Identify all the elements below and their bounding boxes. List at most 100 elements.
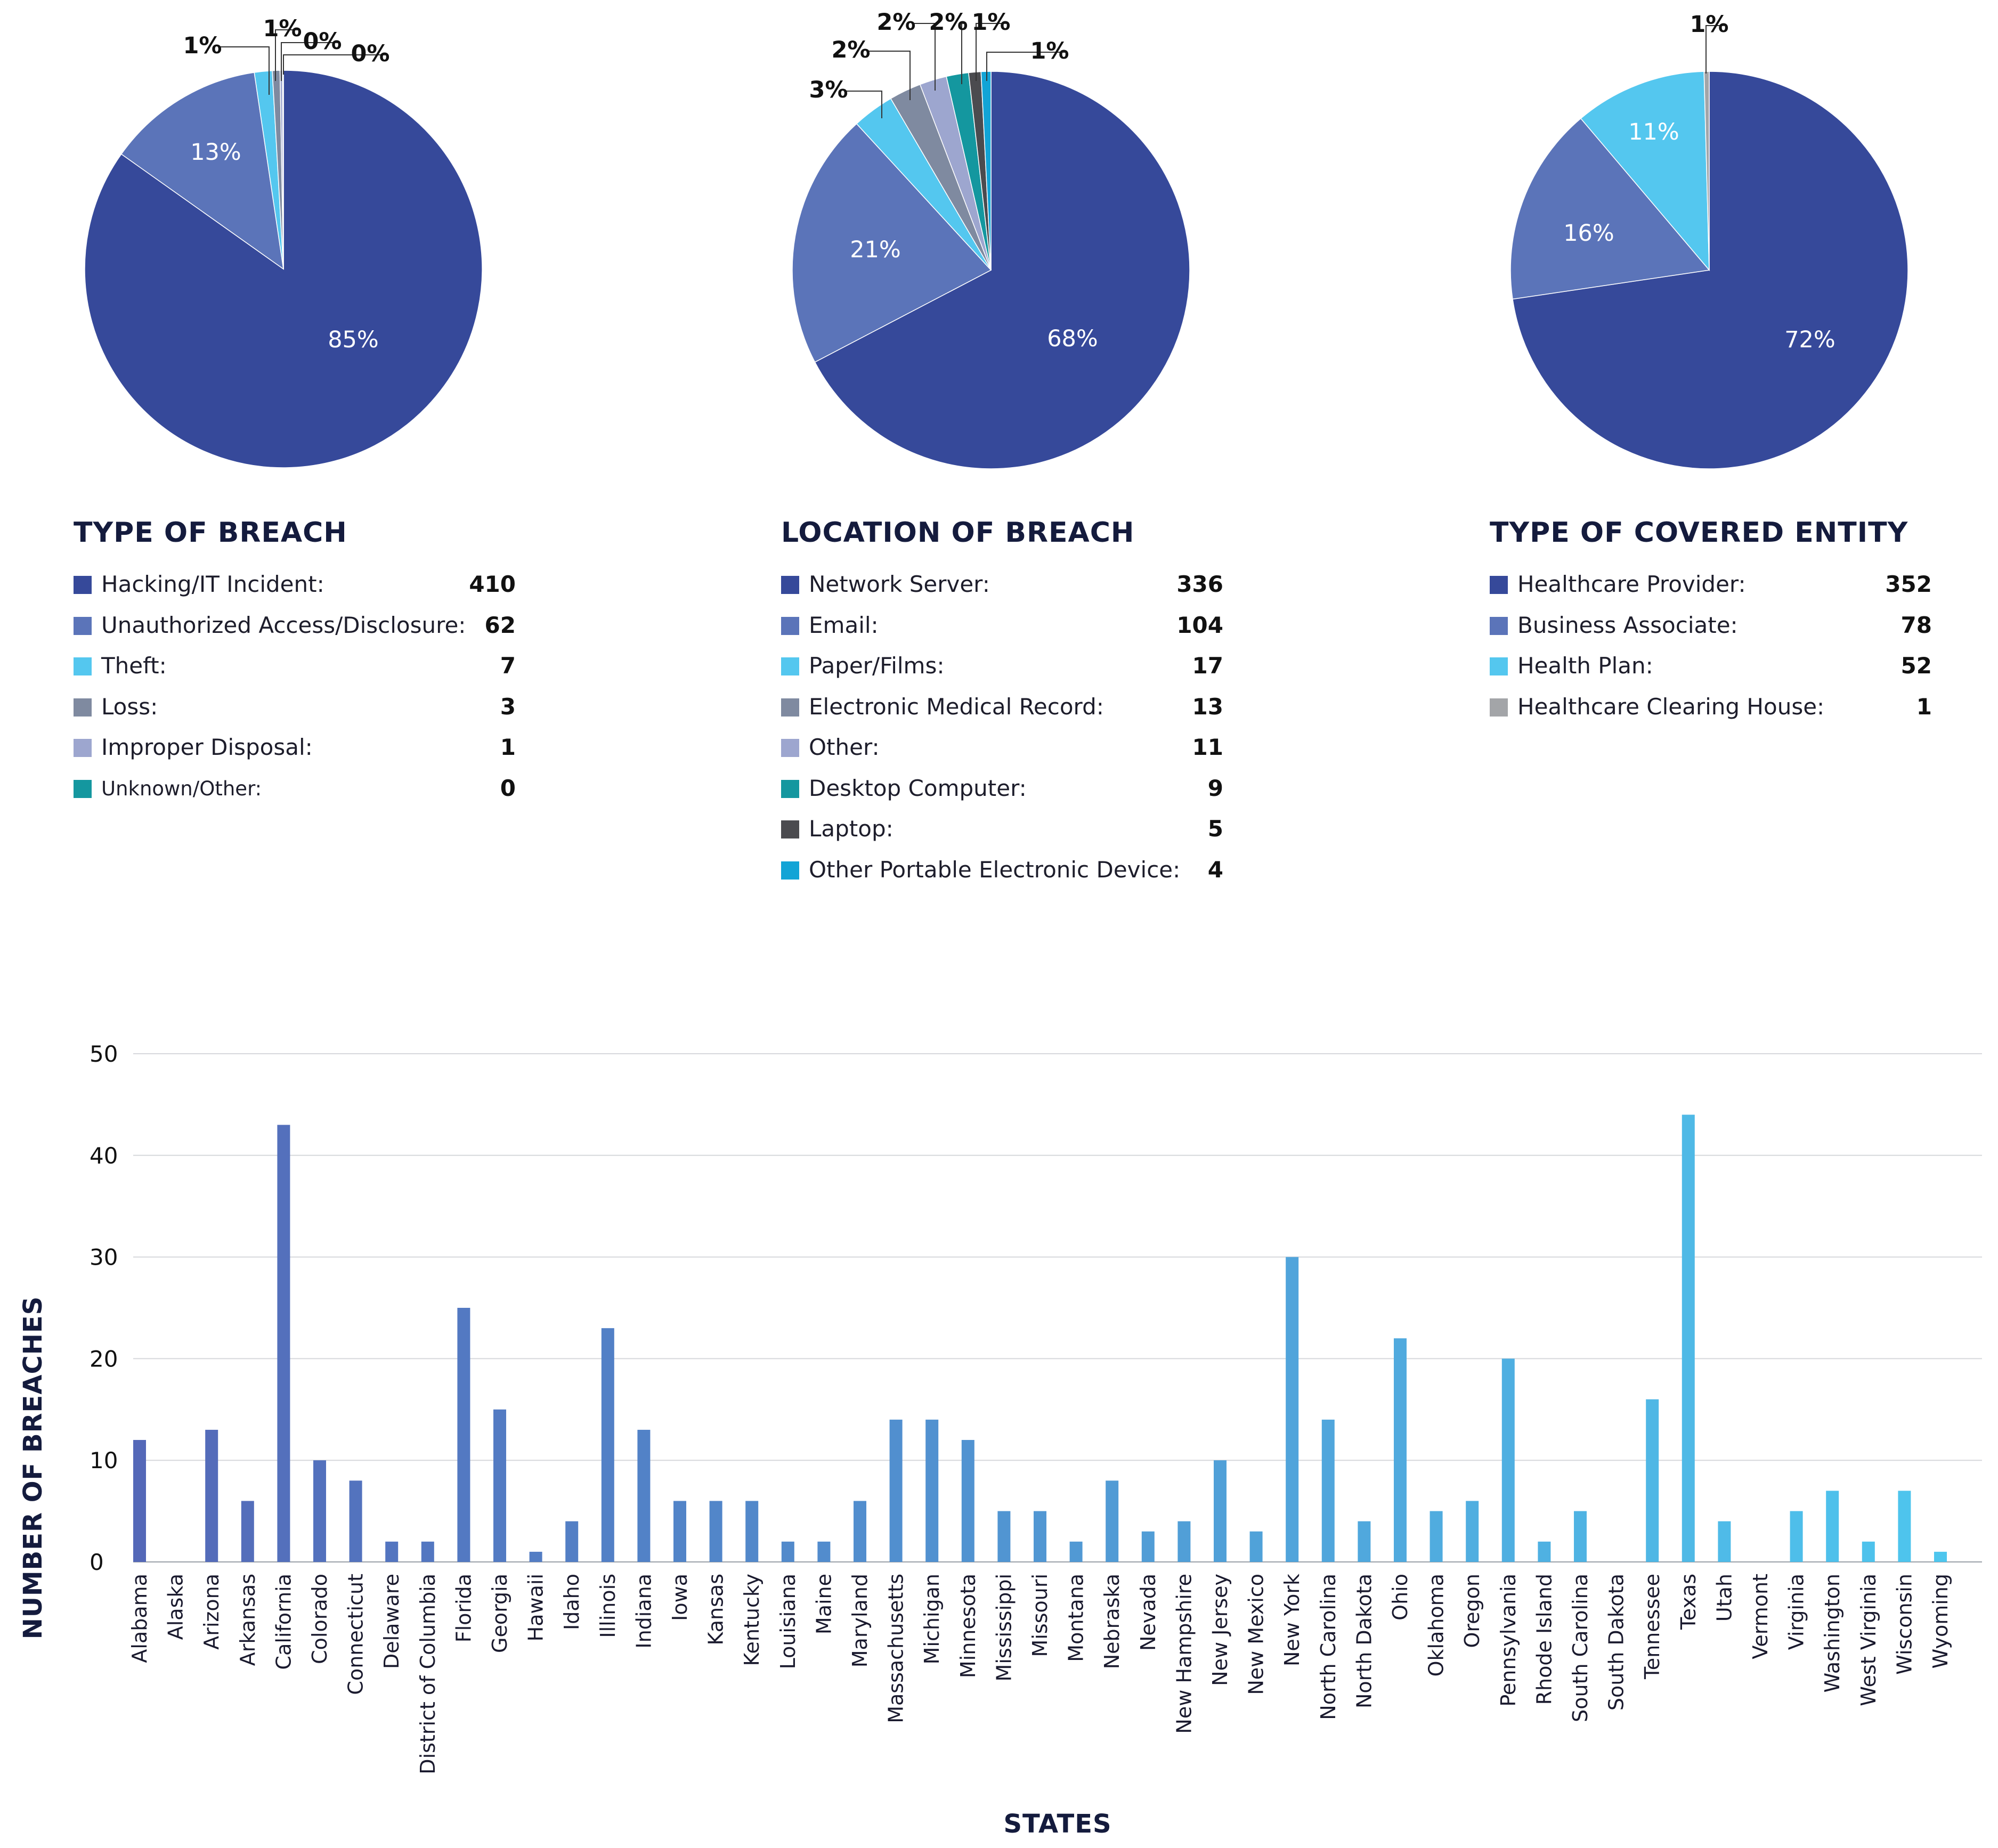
x-tick-label-maryland: Maryland xyxy=(848,1574,872,1667)
bar-oregon xyxy=(1466,1501,1479,1562)
pie-slice-network-server xyxy=(814,71,1190,469)
pie-slice-other-portable-electronic-device xyxy=(980,71,992,271)
bar-pennsylvania xyxy=(1501,1358,1515,1562)
bar-connecticut xyxy=(349,1480,362,1562)
legend-swatch xyxy=(1490,657,1508,675)
legend-swatch xyxy=(74,576,92,594)
x-tick-label-south-dakota: South Dakota xyxy=(1605,1574,1628,1711)
pie-slice-healthcare-clearing-house xyxy=(1703,71,1710,271)
bar-west-virginia xyxy=(1862,1541,1875,1562)
pie-label-hacking-it-incident: 85% xyxy=(328,327,379,353)
panel-title-location-of-breach: LOCATION OF BREACH xyxy=(781,517,1135,549)
x-tick-label-kentucky: Kentucky xyxy=(740,1574,764,1666)
legend-item-health-plan: Health Plan: 52 xyxy=(1490,647,1932,688)
pie-outside-label-paper-films: 3% xyxy=(809,77,848,103)
pie-outside-label-improper-disposal: 0% xyxy=(303,28,342,55)
x-tick-label-minnesota: Minnesota xyxy=(956,1574,980,1678)
legend-value: 78 xyxy=(1900,612,1932,638)
bar-minnesota xyxy=(961,1440,974,1562)
x-tick-label-utah: Utah xyxy=(1712,1574,1736,1622)
bar-wisconsin xyxy=(1898,1491,1911,1562)
legend-label: Desktop Computer: xyxy=(809,775,1027,801)
legend-label: Theft: xyxy=(101,653,167,679)
y-tick-label-30: 30 xyxy=(90,1244,118,1271)
legend-location-of-breach: Network Server: 336 Email: 104 Paper/Films: 1… xyxy=(781,566,1223,892)
x-tick-label-ohio: Ohio xyxy=(1388,1574,1412,1621)
x-tick-label-colorado: Colorado xyxy=(308,1574,331,1664)
pie-leader-desktop-computer xyxy=(961,23,964,84)
legend-item-desktop-computer: Desktop Computer: 9 xyxy=(781,770,1223,811)
pie-leader-other xyxy=(912,23,936,91)
bar-washington xyxy=(1826,1491,1839,1562)
x-tick-label-georgia: Georgia xyxy=(488,1574,511,1653)
legend-label: Hacking/IT Incident: xyxy=(101,571,324,597)
bar-georgia xyxy=(493,1409,506,1562)
bar-kansas xyxy=(709,1501,722,1562)
x-tick-label-texas: Texas xyxy=(1677,1574,1700,1630)
x-tick-label-california: California xyxy=(272,1574,295,1670)
pie-label-unauthorized-access-disclosure: 13% xyxy=(190,139,241,166)
legend-swatch xyxy=(74,616,92,635)
bar-illinois xyxy=(601,1328,614,1562)
bar-nevada xyxy=(1141,1531,1155,1562)
pie-leader-other-portable-electronic-device xyxy=(986,52,1066,81)
legend-item-theft: Theft: 7 xyxy=(74,647,516,688)
legend-swatch xyxy=(74,779,92,798)
x-tick-label-oklahoma: Oklahoma xyxy=(1425,1574,1448,1676)
bar-louisiana xyxy=(781,1541,794,1562)
x-tick-label-alaska: Alaska xyxy=(164,1574,188,1640)
pie-label-health-plan: 11% xyxy=(1628,119,1679,145)
legend-item-unauthorized-access-disclosure: Unauthorized Access/Disclosure: 62 xyxy=(74,607,516,648)
bar-florida xyxy=(457,1308,470,1562)
legend-value: 13 xyxy=(1192,693,1223,720)
legend-item-unknown-other: Unknown/Other: 0 xyxy=(74,770,516,811)
pie-slice-unauthorized-access-disclosure xyxy=(120,72,285,270)
legend-item-network-server: Network Server: 336 xyxy=(781,566,1223,607)
bar-arizona xyxy=(205,1429,218,1562)
legend-value: 104 xyxy=(1176,612,1223,638)
pie-outside-label-desktop-computer: 2% xyxy=(929,9,968,36)
pie-leader-theft xyxy=(218,46,270,95)
x-tick-label-nebraska: Nebraska xyxy=(1100,1574,1124,1669)
x-tick-label-massachusetts: Massachusetts xyxy=(884,1574,908,1723)
x-tick-label-connecticut: Connecticut xyxy=(344,1574,368,1695)
bar-hawaii xyxy=(529,1551,542,1562)
legend-swatch xyxy=(781,779,799,798)
bar-colorado xyxy=(313,1460,326,1562)
bar-montana xyxy=(1069,1541,1083,1562)
y-axis-title: NUMBER OF BREACHES xyxy=(18,1296,48,1640)
legend-item-laptop: Laptop: 5 xyxy=(781,810,1223,851)
x-tick-label-wyoming: Wyoming xyxy=(1929,1574,1952,1668)
legend-swatch xyxy=(781,576,799,594)
panel-title-type-of-breach: TYPE OF BREACH xyxy=(74,517,347,549)
legend-item-healthcare-provider: Healthcare Provider: 352 xyxy=(1490,566,1932,607)
bar-utah xyxy=(1718,1521,1731,1562)
x-tick-label-michigan: Michigan xyxy=(920,1574,944,1664)
legend-value: 0 xyxy=(500,775,516,801)
pie-leader-laptop xyxy=(976,23,1007,81)
pie-chart-location-of-breach: 68%21%3%2%2% 2% 1%1% xyxy=(792,9,1190,469)
x-tick-label-rhode-island: Rhode Island xyxy=(1532,1574,1556,1705)
bar-nebraska xyxy=(1106,1480,1119,1562)
pie-outside-label-electronic-medical-record: 2% xyxy=(831,37,870,63)
x-axis-title: STATES xyxy=(1003,1809,1111,1839)
pie-slice-business-associate xyxy=(1510,118,1710,300)
legend-label: Improper Disposal: xyxy=(101,734,313,760)
x-tick-label-new-york: New York xyxy=(1280,1574,1304,1666)
legend-item-improper-disposal: Improper Disposal: 1 xyxy=(74,729,516,770)
legend-item-email: Email: 104 xyxy=(781,607,1223,648)
legend-swatch xyxy=(781,657,799,675)
y-tick-label-40: 40 xyxy=(90,1143,118,1169)
pie-leader-healthcare-clearing-house xyxy=(1705,25,1725,74)
x-tick-label-kansas: Kansas xyxy=(704,1574,728,1646)
legend-label: Loss: xyxy=(101,693,158,720)
legend-swatch xyxy=(781,616,799,635)
pie-chart-type-of-breach: 85%13%1%1% 0% 0% xyxy=(84,15,483,468)
legend-label: Other: xyxy=(809,734,880,760)
bar-mississippi xyxy=(997,1511,1011,1562)
legend-item-electronic-medical-record: Electronic Medical Record: 13 xyxy=(781,688,1223,729)
x-tick-label-florida: Florida xyxy=(452,1574,475,1642)
legend-label: Paper/Films: xyxy=(809,653,945,679)
bar-delaware xyxy=(385,1541,399,1562)
legend-item-other-portable-electronic-device: Other Portable Electronic Device: 4 xyxy=(781,851,1223,892)
